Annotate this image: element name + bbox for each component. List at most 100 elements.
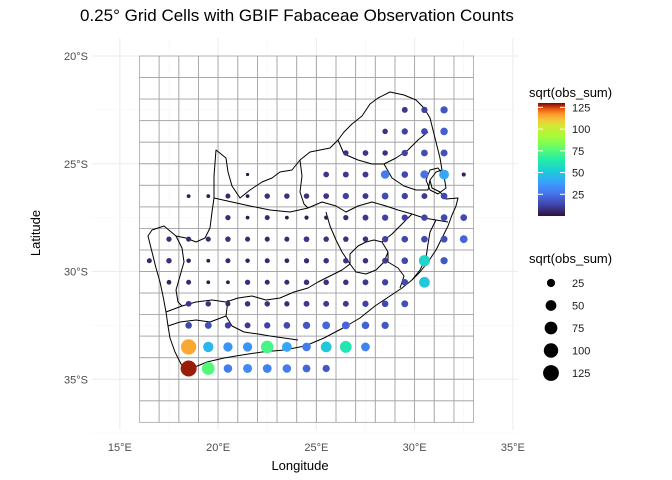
grid-cell <box>414 77 435 100</box>
grid-cell <box>335 378 357 402</box>
grid-cell <box>296 163 317 186</box>
observation-point <box>282 364 292 373</box>
observation-point <box>459 235 468 244</box>
observation-point <box>304 215 309 220</box>
grid-cell <box>315 400 337 423</box>
grid-cell <box>139 357 160 380</box>
grid-cell <box>374 378 396 402</box>
grid-cell <box>178 141 199 165</box>
observation-point <box>440 106 448 114</box>
observation-point <box>362 214 369 221</box>
observation-point <box>206 258 211 263</box>
grid-cell <box>237 141 258 165</box>
observation-point <box>264 236 270 242</box>
size-legend-point <box>546 278 556 288</box>
grid-cell <box>139 400 160 423</box>
observation-point <box>245 258 250 263</box>
grid-cell <box>276 163 298 186</box>
observation-point <box>322 364 330 373</box>
observation-point <box>401 106 408 113</box>
size-legend-label: 75 <box>572 323 584 335</box>
grid-cell <box>433 378 455 402</box>
observation-point <box>461 172 466 177</box>
grid-cell <box>414 378 435 402</box>
observation-point <box>343 257 349 264</box>
observation-point <box>264 193 270 199</box>
observation-point <box>362 300 369 307</box>
observation-point <box>401 257 409 265</box>
observation-point <box>283 322 291 329</box>
province-border-5 <box>165 263 351 313</box>
grid-cell <box>139 77 160 100</box>
observation-points <box>146 106 468 377</box>
province-border-6 <box>225 299 299 341</box>
y-tick-label: 20°S <box>64 51 88 63</box>
grid-cell <box>335 77 357 100</box>
observation-point <box>440 192 448 200</box>
observation-point <box>244 322 251 329</box>
observation-point <box>401 300 409 308</box>
y-tick-label: 30°S <box>64 267 88 279</box>
observation-point <box>323 300 330 307</box>
grid-cell <box>374 400 396 423</box>
observation-point <box>264 258 270 264</box>
observation-point <box>322 321 331 330</box>
grid-cell <box>139 141 160 165</box>
observation-point <box>264 215 270 221</box>
province-border-11 <box>411 219 437 281</box>
grid-cell <box>394 357 416 380</box>
grid-cell <box>296 378 317 402</box>
grid-cell <box>217 163 239 186</box>
observation-point <box>225 193 231 199</box>
observation-point <box>245 236 251 242</box>
grid-cell <box>315 378 337 402</box>
grid-cell <box>217 141 239 165</box>
grid-cell <box>335 357 357 380</box>
observation-point <box>180 360 197 377</box>
grid-cell <box>453 400 474 423</box>
province-border-8 <box>325 211 351 265</box>
grid-cell <box>394 378 416 402</box>
observation-point <box>381 236 389 243</box>
grid-cell <box>139 378 160 402</box>
observation-point <box>185 300 192 307</box>
observation-point <box>401 171 409 178</box>
observation-point <box>401 192 408 200</box>
observation-point <box>284 193 290 199</box>
grid-cell <box>433 271 455 294</box>
grid-cell <box>178 120 199 143</box>
x-tick-label: 30°E <box>403 442 427 454</box>
observation-point <box>323 193 330 199</box>
observation-point <box>401 214 408 221</box>
grid-cell <box>237 378 258 402</box>
observation-point <box>206 280 211 285</box>
grid-cell <box>433 55 455 78</box>
observation-point <box>324 215 329 220</box>
color-legend-label: 75 <box>572 146 584 158</box>
grid-cell <box>315 55 337 78</box>
observation-point <box>323 257 329 264</box>
grid-cell <box>433 400 455 423</box>
y-axis-ticks: 20°S 25°S 30°S 35°S <box>64 51 88 386</box>
color-legend-label: 50 <box>572 168 584 180</box>
size-legend-label: 100 <box>572 346 590 358</box>
observation-point <box>166 236 172 242</box>
observation-point <box>342 171 349 178</box>
grid-cell <box>374 357 396 380</box>
observation-point <box>242 342 253 352</box>
observation-point <box>284 215 289 220</box>
color-legend-label: 125 <box>572 102 590 114</box>
observation-point <box>382 150 388 156</box>
observation-point <box>421 235 428 243</box>
observation-point <box>226 280 230 285</box>
observation-point <box>339 341 352 353</box>
grid-cell <box>139 335 160 359</box>
observation-point <box>264 279 270 285</box>
observation-point <box>421 106 428 114</box>
observation-point <box>284 279 290 285</box>
grid-cell <box>217 400 239 423</box>
observation-point <box>166 279 172 285</box>
grid-cell <box>217 55 239 78</box>
observation-point <box>381 214 389 221</box>
observation-point <box>146 258 152 264</box>
